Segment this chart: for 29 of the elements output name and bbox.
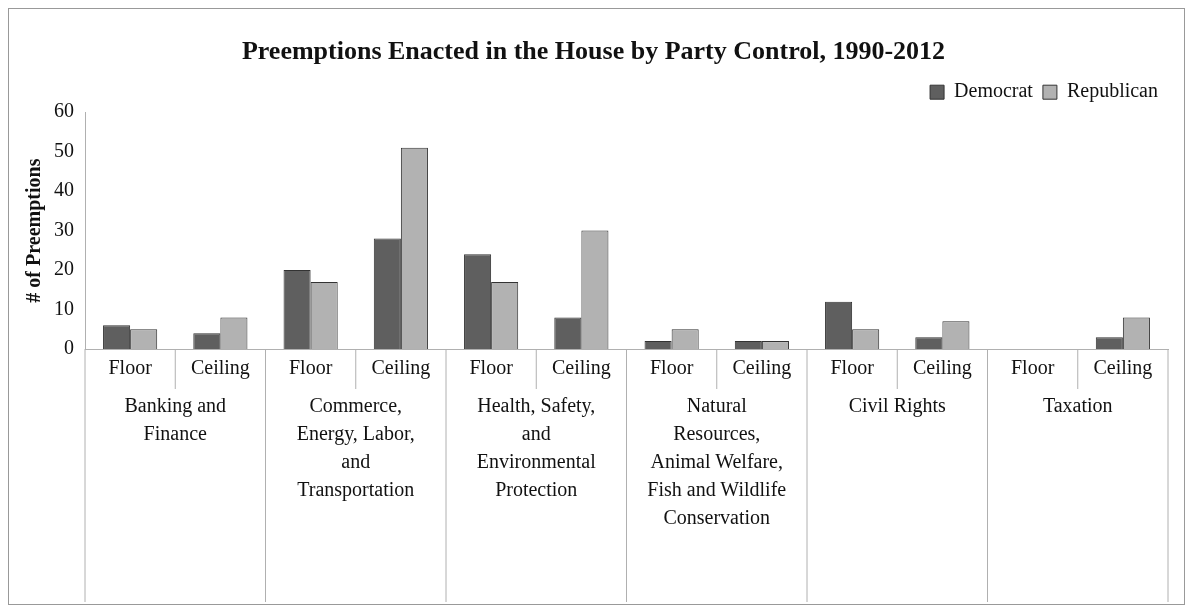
text: Taxation	[1042, 394, 1113, 417]
y-tick-label: 30	[54, 217, 74, 240]
y-tick-label: 60	[54, 99, 74, 122]
x-tick-label: Floor	[469, 356, 514, 379]
x-tick-label: Ceiling	[912, 356, 972, 380]
legend-label: Republican	[1066, 79, 1159, 103]
text: Banking and Finance	[124, 394, 227, 445]
x-tick-label: Floor	[1010, 356, 1055, 379]
x-tick-label: Floor	[649, 356, 694, 379]
text: Commerce, Energy, Labor, and Transportation	[296, 394, 415, 502]
x-tick-label: Floor	[108, 356, 153, 379]
legend-label: Democrat	[954, 79, 1034, 102]
x-tick-label: Ceiling	[732, 356, 792, 380]
x-tick-label: Ceiling	[371, 356, 431, 380]
chart-title: Preemptions Enacted in the House by Party Control, 1990-2012	[241, 36, 946, 66]
x-tick-label: Ceiling	[1093, 356, 1153, 380]
y-tick-label: 0	[64, 336, 74, 359]
text: Civil Rights	[848, 394, 947, 418]
y-axis-title: # of Preemptions	[22, 158, 46, 303]
x-tick-label: Floor	[288, 356, 333, 379]
y-tick-label: 20	[54, 257, 74, 280]
x-tick-label: Floor	[830, 356, 875, 379]
x-tick-label: Ceiling	[551, 356, 611, 380]
y-tick-label: 10	[54, 296, 74, 319]
x-tick-label: Ceiling	[190, 356, 250, 380]
text: Natural Resources, Animal Welfare, Fish and Wildlife Conservation	[647, 394, 787, 529]
y-tick-label: 50	[54, 138, 74, 161]
text: Health, Safety, and Environmental Protection	[476, 394, 597, 501]
y-tick-label: 40	[54, 178, 74, 201]
